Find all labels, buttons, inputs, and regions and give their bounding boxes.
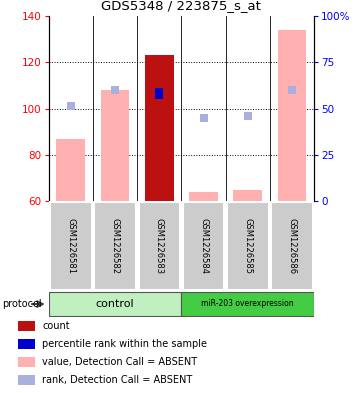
Bar [139,202,180,290]
Text: rank, Detection Call = ABSENT: rank, Detection Call = ABSENT [42,375,193,385]
Text: percentile rank within the sample: percentile rank within the sample [42,339,207,349]
Bar [145,90,174,201]
Text: GSM1226585: GSM1226585 [243,218,252,274]
Point [68,103,74,109]
Bar [56,139,85,201]
Point [245,112,251,119]
Point [201,115,206,121]
Text: control: control [96,299,134,309]
Text: value, Detection Call = ABSENT: value, Detection Call = ABSENT [42,357,197,367]
Bar [50,202,92,290]
Text: GSM1226583: GSM1226583 [155,218,164,274]
Text: GSM1226584: GSM1226584 [199,218,208,274]
Text: GDS5348 / 223875_s_at: GDS5348 / 223875_s_at [101,0,260,12]
Text: GSM1226582: GSM1226582 [110,218,119,274]
Point [156,89,162,95]
Text: GSM1226581: GSM1226581 [66,218,75,274]
Text: GSM1226586: GSM1226586 [287,218,296,274]
Bar [183,202,224,290]
Bar [18,375,35,385]
Bar [49,292,182,316]
Bar [271,202,313,290]
Text: count: count [42,321,70,331]
Text: miR-203 overexpression: miR-203 overexpression [201,299,294,308]
Bar [182,292,314,316]
Bar [145,55,174,201]
Bar [227,202,269,290]
Bar [18,339,35,349]
Bar [94,202,136,290]
Bar [18,357,35,367]
Bar [18,321,35,331]
Point [156,92,162,98]
Bar [233,189,262,201]
Bar [101,90,130,201]
Point [289,87,295,93]
Point [112,87,118,93]
Bar [189,192,218,201]
Bar [278,30,306,201]
Text: protocol: protocol [2,299,42,309]
